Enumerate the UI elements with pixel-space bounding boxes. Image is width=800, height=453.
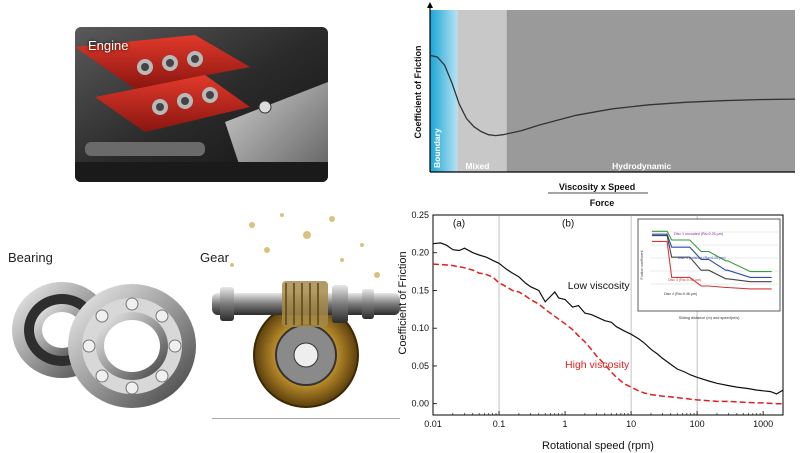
series-line-low-viscosity: [432, 242, 784, 395]
inset-legend-entry: Disc 3 (Ra=0.52 μm): [668, 278, 701, 282]
friction-y-tick-label: 0.10: [411, 323, 429, 333]
friction-y-tick-label: 0.05: [411, 361, 429, 371]
friction-x-tick-label: 0.01: [424, 419, 442, 429]
gear-illustration: [212, 213, 400, 408]
engine-image: [75, 27, 328, 182]
region-mixed: [457, 10, 507, 172]
annotation-high-viscosity: High viscosity: [565, 359, 630, 371]
friction-y-tick-label: 0.15: [411, 285, 429, 295]
friction-y-tick-label: 0.00: [411, 399, 429, 409]
friction-y-tick-label: 0.20: [411, 248, 429, 258]
inset-series-3: [652, 240, 772, 290]
friction-x-tick-label: 1000: [753, 419, 773, 429]
region-hydrodynamic: [506, 10, 795, 172]
gear-baseline: [212, 418, 400, 419]
panel-label-0: (a): [453, 218, 465, 229]
friction-inset-chart: Disc 1 uncoated (Ra=0.26 μm) Disc 1 polis…: [637, 218, 781, 320]
inset-series-2: [652, 235, 772, 283]
friction-y-axis-label: Coefficient of Friction: [397, 251, 409, 354]
inset-x-label: Sliding distance (m) and speed(m/s): [679, 316, 741, 320]
bearing-label: Bearing: [8, 250, 53, 265]
stribeck-curve: [429, 54, 796, 137]
friction-chart: 0.01 0.1 1 10 100 1000 0.00 0.05 0.10 0.15 0.20 0.2…: [397, 210, 784, 452]
bearing-large: [68, 284, 196, 408]
stribeck-y-arrow: [427, 2, 433, 8]
friction-y-tick-label: 0.25: [411, 210, 429, 220]
friction-x-tick-label: 100: [690, 419, 705, 429]
stribeck-y-axis-label: Coefficient of Friction: [413, 46, 423, 139]
friction-x-axis-label: Rotational speed (rpm): [542, 440, 654, 452]
stribeck-x-label-top: Viscosity x Speed: [559, 182, 635, 192]
region-label-hydrodynamic: Hydrodynamic: [612, 161, 671, 171]
friction-plot-area: 0.01 0.1 1 10 100 1000 0.00 0.05 0.10 0.15 0.20 0.2…: [411, 210, 784, 429]
inset-legend-entry: Disc 1 polished (Ra=0.05 μm): [678, 256, 726, 260]
inset-legend-entry: Disc 1 uncoated (Ra=0.26 μm): [674, 232, 723, 236]
inset-series-0: [652, 230, 772, 273]
stribeck-axes: [427, 2, 795, 173]
friction-x-tick-label: 10: [626, 419, 636, 429]
stribeck-chart: Boundary Mixed Hydrodynamic Coefficient of…: [413, 2, 796, 208]
stribeck-regions: [430, 10, 795, 172]
stribeck-region-labels: Boundary Mixed Hydrodynamic: [432, 128, 671, 171]
inset-series-1: [652, 233, 772, 278]
friction-x-tick-label: 0.1: [493, 419, 506, 429]
friction-x-tick-label: 1: [563, 419, 568, 429]
series-line-high-viscosity: [432, 263, 783, 405]
region-label-mixed: Mixed: [465, 161, 489, 171]
inset-y-label: Friction coefficient: [640, 251, 644, 280]
panel-label-1: (b): [562, 218, 574, 229]
region-boundary: [430, 10, 458, 172]
gear-label: Gear: [200, 250, 229, 265]
annotation-low-viscosity: Low viscosity: [568, 280, 631, 292]
bearing-illustration: [12, 282, 196, 408]
engine-label: Engine: [88, 38, 129, 53]
stribeck-x-label-bottom: Force: [590, 198, 615, 208]
region-label-boundary: Boundary: [432, 128, 442, 168]
engine-illustration: [75, 27, 328, 182]
inset-legend-entry: Disc 4 (Ra=0.46 μm): [664, 292, 697, 296]
